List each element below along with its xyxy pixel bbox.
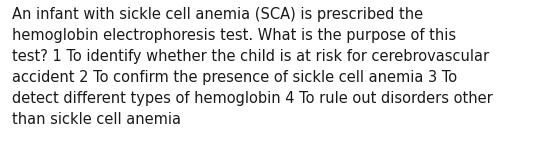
Text: An infant with sickle cell anemia (SCA) is prescribed the
hemoglobin electrophor: An infant with sickle cell anemia (SCA) … bbox=[12, 7, 493, 127]
